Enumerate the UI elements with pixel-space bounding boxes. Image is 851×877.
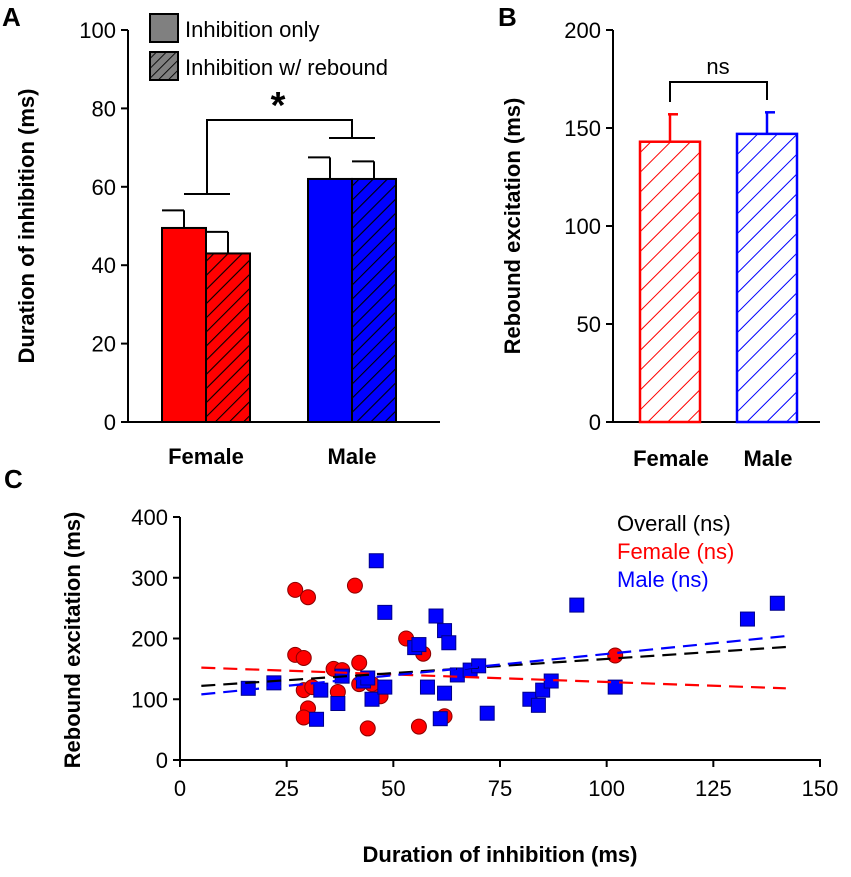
legend-label-inhibition-only: Inhibition only (185, 17, 320, 42)
male-data-point (419, 679, 435, 695)
male-data-point (364, 691, 380, 707)
panel-c-x-tick-label: 75 (488, 776, 512, 801)
panel-c-x-label: Duration of inhibition (ms) (363, 842, 638, 867)
female-data-point (287, 581, 304, 598)
panel-c-y-ticks: 0 100 200 300 400 (131, 505, 180, 773)
legend-label-inhibition-rebound: Inhibition w/ rebound (185, 55, 388, 80)
panel-a-bar (351, 177, 397, 423)
panel-c-x-ticks: 0 25 50 75 100 125 150 (174, 760, 838, 801)
panel-a-bars (161, 156, 397, 423)
panel-c-x-tick-label: 0 (174, 776, 186, 801)
female-data-point (359, 720, 376, 737)
panel-a-bar (205, 252, 251, 423)
panel-a-bar (307, 177, 353, 423)
male-data-point (411, 637, 427, 653)
panel-label-c: C (4, 464, 23, 494)
male-fit-line (201, 634, 786, 696)
male-data-point (530, 697, 546, 713)
panel-b-bar (638, 140, 702, 424)
male-data-point (309, 711, 325, 727)
male-data-point (368, 553, 384, 569)
panel-c-x-tick-label: 25 (274, 776, 298, 801)
panel-c-x-tick-label: 100 (588, 776, 625, 801)
legend-swatch-solid (149, 13, 179, 43)
male-data-point (377, 679, 393, 695)
panel-a-y-label: Duration of inhibition (ms) (14, 89, 39, 364)
male-data-point (769, 595, 785, 611)
panel-b-y-label: Rebound excitation (ms) (500, 98, 525, 355)
panel-label-b: B (498, 2, 517, 32)
panel-a-y-tick-label: 60 (92, 175, 116, 200)
male-data-point (569, 597, 585, 613)
female-data-point (607, 647, 624, 664)
male-data-point (479, 705, 495, 721)
female-data-point (295, 709, 312, 726)
legend-male: Male (ns) (617, 567, 709, 592)
panel-b-bar (735, 132, 799, 424)
male-data-point (377, 604, 393, 620)
panel-a-y-tick-label: 20 (92, 332, 116, 357)
female-fit-line (201, 666, 786, 690)
panel-a-significance-star: * (271, 85, 286, 127)
panel-c-x-tick-label: 125 (695, 776, 732, 801)
panel-c-x-tick-label: 50 (381, 776, 405, 801)
female-data-point (300, 589, 316, 606)
male-data-point (471, 658, 487, 674)
legend-female: Female (ns) (617, 539, 734, 564)
panel-c-y-tick-label: 400 (131, 505, 168, 530)
panel-a-y-tick-label: 40 (92, 253, 116, 278)
panel-c-y-tick-label: 0 (156, 748, 168, 773)
legend-overall: Overall (ns) (617, 511, 731, 536)
panel-c-y-tick-label: 100 (131, 687, 168, 712)
panel-c-y-label: Rebound excitation (ms) (60, 512, 85, 769)
panel-c-fit-lines (201, 634, 786, 696)
female-data-point (295, 649, 312, 666)
panel-c: C 0 100 200 300 400 0 25 50 75 100 125 150 Rebound… (4, 464, 838, 867)
male-data-point (313, 682, 329, 698)
panel-b-bars (638, 111, 799, 424)
panel-a-y-tick-label: 80 (92, 96, 116, 121)
panel-b-y-tick-label: 100 (564, 214, 601, 239)
male-data-point (330, 696, 346, 712)
female-data-point (351, 654, 368, 671)
panel-a-x-label-female: Female (168, 444, 244, 469)
panel-label-a: A (2, 2, 21, 32)
panel-a: A 0 20 40 60 80 100 Duration of inhibition (m… (2, 2, 440, 469)
male-data-point (432, 711, 448, 727)
panel-a-significance-bracket (184, 119, 375, 195)
panel-b: B 0 50 100 150 200 Rebound excitation (ms) F… (498, 2, 820, 471)
panel-a-y-tick-label: 0 (104, 410, 116, 435)
panel-c-y-tick-label: 200 (131, 627, 168, 652)
panel-b-significance-bracket (669, 81, 768, 102)
panel-a-x-label-male: Male (328, 444, 377, 469)
male-data-point (739, 611, 755, 627)
panel-a-legend: Inhibition only Inhibition w/ rebound (149, 13, 388, 81)
panel-b-y-tick-label: 0 (589, 410, 601, 435)
panel-c-points (240, 553, 785, 737)
panel-a-y-ticks: 0 20 40 60 80 100 (79, 18, 128, 435)
panel-b-y-tick-label: 150 (564, 116, 601, 141)
panel-a-y-tick-label: 100 (79, 18, 116, 43)
panel-c-x-tick-label: 150 (802, 776, 839, 801)
male-data-point (428, 608, 444, 624)
male-data-point (607, 679, 623, 695)
panel-b-y-tick-label: 50 (577, 312, 601, 337)
panel-c-y-tick-label: 300 (131, 566, 168, 591)
overall-fit-line (201, 645, 786, 687)
male-data-point (437, 685, 453, 701)
female-data-point (410, 718, 427, 735)
female-data-point (346, 577, 363, 594)
panel-b-significance-ns: ns (706, 54, 729, 79)
panel-b-y-ticks: 0 50 100 150 200 (564, 18, 613, 435)
panel-b-x-label-male: Male (744, 446, 793, 471)
panel-c-legend: Overall (ns) Female (ns) Male (ns) (617, 511, 734, 592)
male-data-point (441, 635, 457, 651)
legend-swatch-hatched (149, 51, 179, 81)
panel-b-x-label-female: Female (633, 446, 709, 471)
panel-b-y-tick-label: 200 (564, 18, 601, 43)
panel-a-bar (161, 226, 207, 423)
